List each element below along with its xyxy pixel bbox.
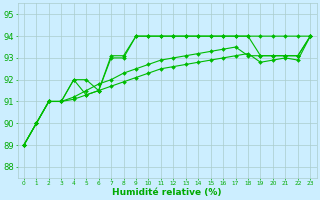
X-axis label: Humidité relative (%): Humidité relative (%) [112,188,222,197]
